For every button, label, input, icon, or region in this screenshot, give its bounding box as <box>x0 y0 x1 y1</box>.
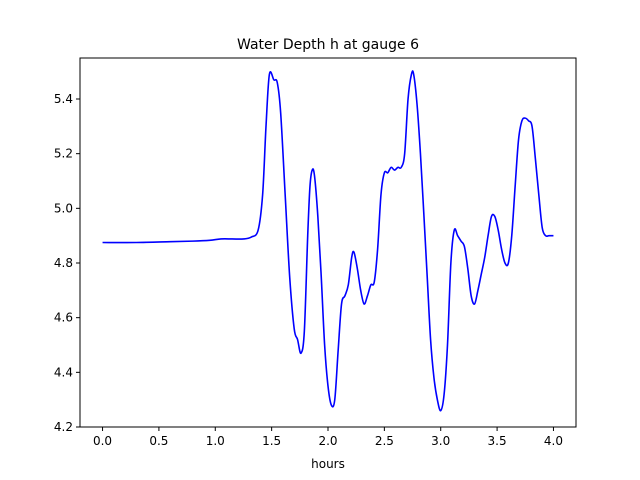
x-tick-label: 1.0 <box>206 434 225 448</box>
x-axis: 0.0 0.5 1.0 1.5 2.0 2.5 3.0 3.5 4.0 <box>93 427 563 448</box>
x-tick-label: 3.5 <box>488 434 507 448</box>
series-line-0 <box>102 70 554 412</box>
y-tick-label: 4.4 <box>54 365 73 379</box>
x-tick-label: 2.5 <box>375 434 394 448</box>
chart-title: Water Depth h at gauge 6 <box>237 37 419 53</box>
y-tick-label: 4.6 <box>54 311 73 325</box>
x-tick-label: 1.5 <box>262 434 281 448</box>
x-axis-label: hours <box>311 457 345 471</box>
x-tick-label: 0.5 <box>149 434 168 448</box>
series-layer <box>102 70 554 412</box>
y-axis: 4.2 4.4 4.6 4.8 5.0 5.2 5.4 <box>54 92 80 434</box>
x-tick-label: 0.0 <box>93 434 112 448</box>
y-tick-label: 4.8 <box>54 256 73 270</box>
y-tick-label: 5.4 <box>54 92 73 106</box>
y-tick-label: 4.2 <box>54 420 73 434</box>
x-tick-label: 4.0 <box>544 434 563 448</box>
y-tick-label: 5.0 <box>54 201 73 215</box>
x-tick-label: 3.0 <box>431 434 450 448</box>
x-tick-label: 2.0 <box>318 434 337 448</box>
y-tick-label: 5.2 <box>54 147 73 161</box>
